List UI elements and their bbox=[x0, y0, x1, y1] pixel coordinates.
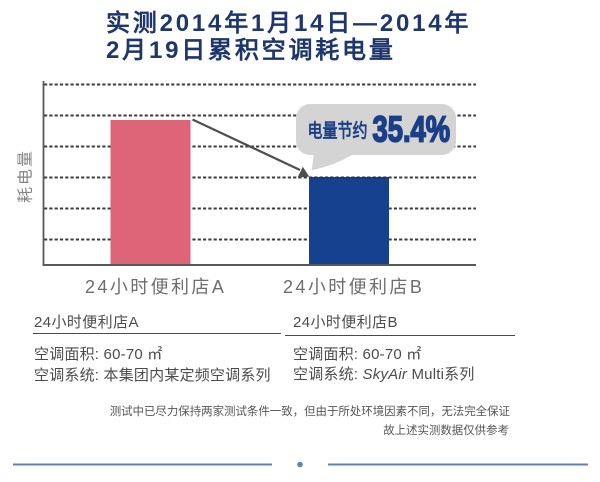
svg-text:35.4%: 35.4% bbox=[373, 108, 451, 149]
svg-text:耗电量: 耗电量 bbox=[17, 149, 35, 203]
svg-text:电量节约: 电量节约 bbox=[308, 119, 368, 142]
